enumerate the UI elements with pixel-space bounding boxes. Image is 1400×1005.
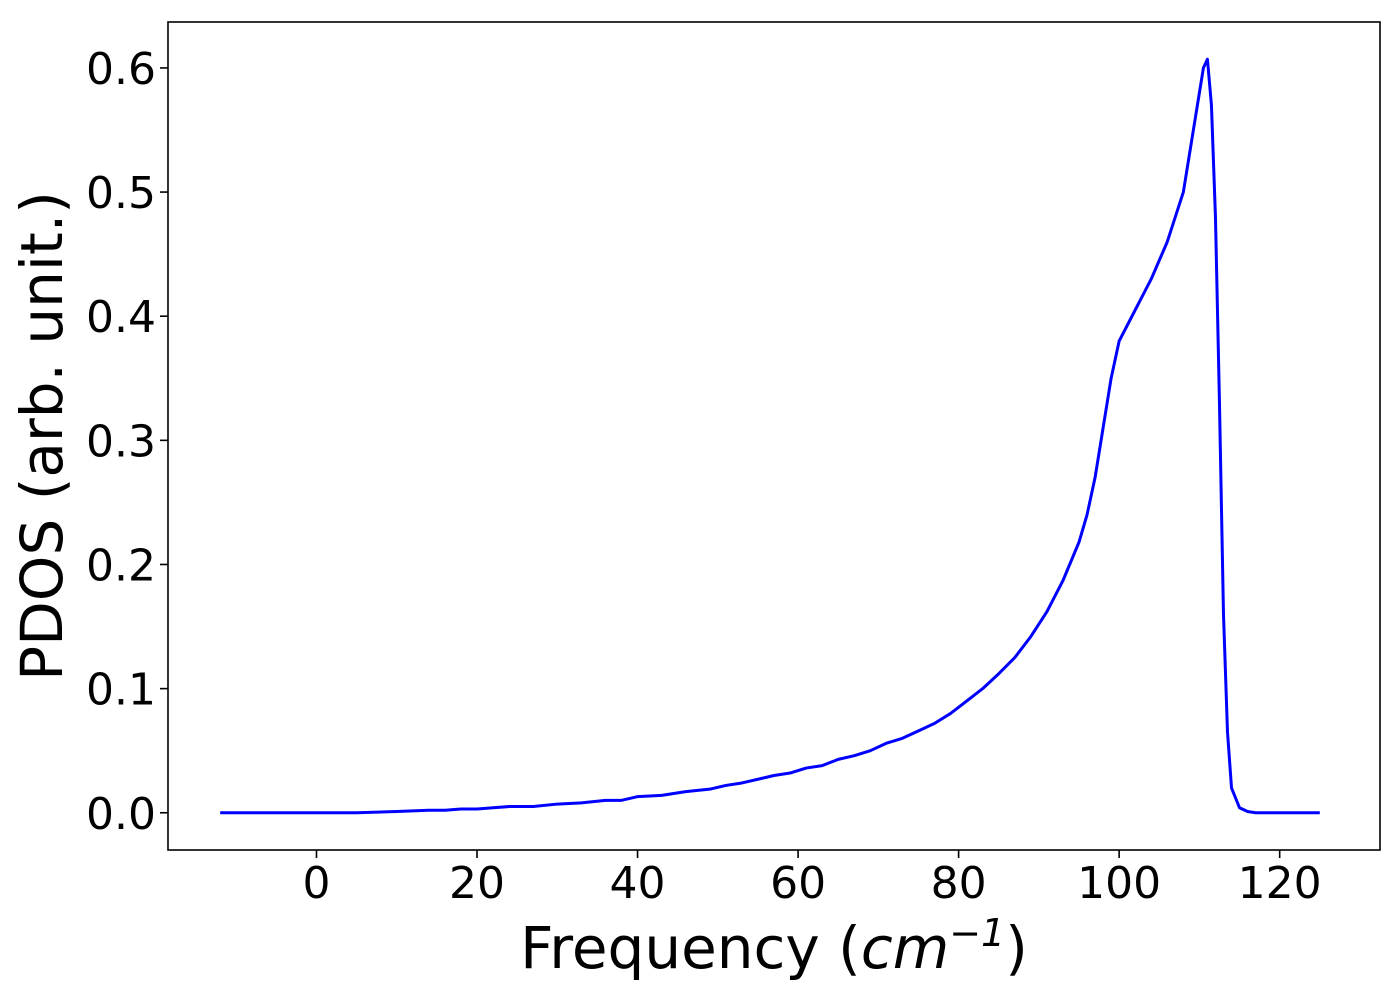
- plot-area-frame: [167, 21, 1381, 851]
- x-tick-label: 20: [449, 858, 505, 909]
- y-tick-label: 0.2: [86, 540, 156, 591]
- y-tick-label: 0.6: [86, 44, 156, 95]
- y-axis-label: PDOS (arb. unit.): [8, 191, 76, 681]
- x-tick-label: 120: [1238, 858, 1322, 909]
- series-layer: [220, 57, 1320, 815]
- series-line-0: [220, 57, 1320, 815]
- y-tick-label: 0.0: [86, 789, 156, 840]
- x-tick-label: 0: [302, 858, 330, 909]
- y-tick-label: 0.3: [86, 416, 156, 467]
- x-axis-label: Frequency (cm−1): [520, 911, 1028, 982]
- x-axis: 0 20 40 60 80 100 120: [302, 850, 1322, 909]
- x-tick-label: 80: [931, 858, 987, 909]
- y-tick-label: 0.5: [86, 168, 156, 219]
- y-axis: 0.0 0.1 0.2 0.3 0.4 0.5 0.6: [86, 44, 168, 840]
- x-tick-label: 40: [610, 858, 666, 909]
- y-tick-label: 0.4: [86, 292, 156, 343]
- y-tick-label: 0.1: [86, 665, 156, 716]
- x-tick-label: 60: [770, 858, 826, 909]
- x-tick-label: 100: [1077, 858, 1161, 909]
